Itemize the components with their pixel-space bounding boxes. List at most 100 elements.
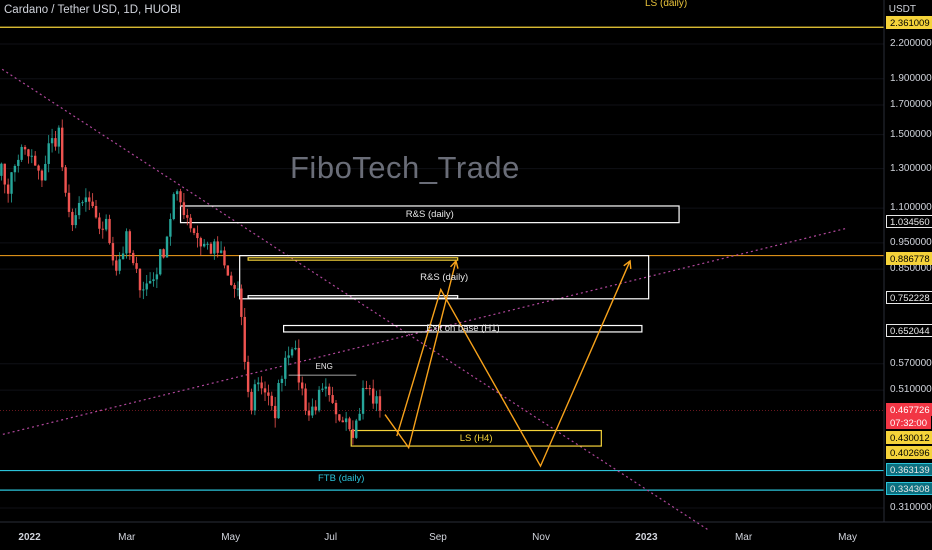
candle-body (236, 288, 240, 290)
ftb-level-label: FTB (daily) (318, 473, 365, 485)
candle-body (301, 382, 304, 389)
candle-body (54, 138, 57, 147)
candle-body (162, 249, 165, 258)
candle-body (355, 420, 358, 438)
projection-arrowhead (450, 259, 459, 269)
y-tick-label: 1.100000 (890, 202, 932, 214)
candle-body (196, 232, 199, 239)
candle-body (216, 241, 219, 253)
x-tick-label: Mar (734, 532, 753, 543)
projection-path (396, 260, 631, 468)
candle-body (219, 250, 223, 253)
candle-body (344, 418, 348, 423)
price-tag: 0.430012 (886, 431, 932, 444)
candle-body (277, 383, 280, 419)
zone-label: R&S (daily) (405, 208, 454, 220)
candle-body (111, 243, 115, 261)
price-tag: 0.334308 (886, 482, 932, 495)
candle-body (0, 163, 3, 176)
candle-body (77, 202, 81, 216)
y-tick-label: 1.700000 (890, 99, 932, 111)
candle-body (273, 405, 277, 419)
candle-body (341, 420, 344, 423)
y-tick-label: 0.950000 (890, 236, 932, 248)
candle-body (233, 284, 236, 289)
candle-body (267, 392, 270, 396)
y-tick-label: 1.300000 (890, 162, 932, 174)
candle-body (321, 388, 324, 390)
candle-body (128, 231, 132, 253)
y-tick-label: 0.310000 (890, 502, 932, 513)
candle-body (338, 414, 341, 421)
candle-body (304, 388, 307, 411)
candle-body (61, 127, 64, 168)
candle-body (20, 146, 23, 160)
x-tick-label: 2023 (635, 532, 658, 543)
candle-body (98, 217, 101, 229)
zone-box (247, 257, 459, 261)
zone-box (247, 295, 459, 299)
candle-body (192, 228, 196, 233)
y-tick-label: 0.510000 (890, 384, 932, 396)
candle-body (284, 357, 287, 379)
candle-body (23, 146, 27, 150)
zone-label: LS (H4) (459, 432, 493, 444)
candle-body (260, 382, 263, 389)
candle-body (371, 388, 375, 404)
candle-body (118, 259, 121, 271)
candle-body (230, 275, 233, 285)
candle-body (101, 228, 104, 230)
candle-body (243, 316, 246, 362)
x-tick-label: May (221, 532, 241, 543)
candle-body (169, 219, 172, 237)
candle-body (47, 143, 50, 164)
candle-body (50, 138, 54, 144)
candle-body (74, 215, 77, 226)
candle-body (44, 163, 47, 181)
candle-body (67, 192, 71, 212)
candle-body (209, 243, 213, 254)
candle-body (365, 387, 368, 389)
y-tick-label: 0.570000 (890, 357, 932, 369)
candle-body (30, 155, 33, 157)
candle-body (121, 253, 125, 260)
candle-body (108, 218, 111, 244)
candle-body (33, 155, 37, 166)
candle-body (148, 281, 152, 284)
candle-body (6, 184, 10, 194)
y-tick-label: 0.850000 (890, 263, 932, 275)
candle-body (348, 418, 351, 430)
candle-body (257, 382, 260, 385)
symbol-title: Cardano / Tether USD, 1D, HUOBI (4, 4, 181, 16)
candle-body (270, 395, 273, 406)
candle-body (189, 217, 192, 229)
candle-body (115, 260, 118, 271)
price-tag: 0.752228 (886, 291, 932, 304)
candle-body (324, 386, 328, 389)
candle-body (3, 163, 6, 185)
candle-body (13, 165, 17, 173)
candle-body (138, 268, 142, 291)
candle-body (10, 172, 13, 194)
zone-label: R&S (daily) (420, 271, 469, 283)
candle-body (165, 236, 169, 258)
candle-body (27, 149, 30, 157)
candle-body (331, 395, 334, 403)
y-tick-label: 2.200000 (890, 38, 932, 49)
candle-body (317, 389, 321, 411)
trendline (0, 67, 709, 531)
candle-body (145, 283, 148, 290)
candle-body (253, 384, 257, 411)
candle-body (175, 191, 179, 195)
x-tick-label: Nov (532, 532, 550, 543)
watermark: FiboTech_Trade (290, 150, 520, 185)
axis-unit-label: USDT (888, 4, 916, 15)
annotation-label: ENG (315, 362, 332, 371)
candle-body (358, 413, 361, 421)
y-tick-label: 1.500000 (890, 128, 932, 140)
price-tag: 0.402696 (886, 446, 932, 459)
candle-body (81, 202, 84, 204)
x-tick-label: Mar (118, 532, 136, 543)
